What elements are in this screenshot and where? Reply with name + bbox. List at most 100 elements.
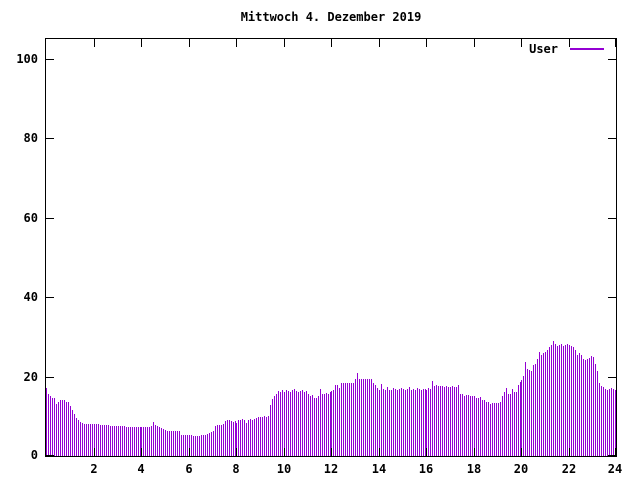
bar — [68, 402, 70, 456]
x-tick-mark — [284, 39, 285, 47]
bar — [299, 391, 301, 456]
bar — [161, 428, 163, 456]
bar — [84, 424, 86, 456]
bar — [404, 390, 406, 456]
bar — [101, 425, 103, 456]
bar — [97, 424, 99, 456]
bar — [497, 403, 499, 456]
bar — [396, 390, 398, 456]
bar — [175, 431, 177, 456]
x-axis-tick-label: 10 — [276, 462, 292, 476]
bar — [82, 423, 84, 456]
x-tick-mark — [474, 448, 475, 456]
bar — [242, 419, 244, 456]
bar — [525, 362, 527, 456]
bar — [521, 380, 523, 456]
bar — [475, 398, 477, 456]
bar — [206, 434, 208, 456]
bar — [46, 388, 48, 456]
bar — [565, 345, 567, 456]
bar — [574, 350, 576, 456]
bar — [578, 353, 580, 456]
bar — [592, 357, 594, 456]
bar — [438, 386, 440, 456]
bar — [214, 426, 216, 456]
bar — [70, 406, 72, 456]
bar — [557, 346, 559, 456]
bar — [313, 398, 315, 456]
bar — [58, 402, 60, 456]
bar — [551, 345, 553, 456]
bar — [436, 385, 438, 456]
bar — [129, 427, 131, 456]
x-tick-mark — [615, 448, 616, 456]
bar — [135, 427, 137, 456]
bar — [590, 356, 592, 456]
bar — [333, 390, 335, 456]
bar — [192, 436, 194, 456]
bar — [428, 388, 430, 456]
bar — [232, 422, 234, 456]
bar — [596, 371, 598, 456]
bar — [305, 391, 307, 456]
bar — [426, 390, 428, 456]
bar — [580, 355, 582, 456]
bar — [531, 371, 533, 456]
bar — [125, 427, 127, 456]
bar — [331, 391, 333, 456]
bar — [86, 424, 88, 456]
bar — [60, 400, 62, 456]
bar — [503, 392, 505, 456]
x-axis-tick-label: 8 — [232, 462, 240, 476]
bar — [187, 435, 188, 456]
x-tick-mark — [569, 39, 570, 47]
bar — [159, 427, 161, 456]
bar — [418, 389, 420, 456]
y-axis-tick-label: 40 — [23, 290, 38, 304]
bar — [422, 389, 424, 456]
bar — [434, 386, 436, 456]
plot-area: User — [45, 38, 617, 457]
bar — [194, 436, 196, 456]
bar — [535, 364, 537, 456]
bar — [507, 394, 509, 456]
bar — [88, 424, 90, 456]
bar — [196, 436, 198, 456]
bar — [464, 396, 466, 456]
bar — [493, 403, 495, 456]
bar — [353, 383, 355, 456]
y-axis-tick-label: 100 — [16, 52, 38, 66]
bar — [183, 435, 185, 456]
x-tick-mark — [569, 448, 570, 456]
x-tick-mark — [189, 448, 190, 456]
bar — [92, 424, 93, 456]
bar — [442, 386, 444, 456]
bar — [95, 424, 97, 456]
bar — [283, 392, 285, 456]
y-axis-tick-label: 60 — [23, 211, 38, 225]
bar — [576, 355, 578, 456]
bar — [131, 427, 133, 456]
bar — [301, 390, 303, 456]
x-axis-tick-label: 2 — [90, 462, 98, 476]
bar — [103, 425, 105, 456]
bar — [519, 382, 521, 456]
x-tick-mark — [615, 39, 616, 47]
bar — [278, 391, 280, 456]
bar — [303, 392, 305, 456]
bar — [337, 385, 339, 456]
y-tick-mark — [608, 377, 616, 378]
bar — [244, 420, 246, 456]
bar — [321, 394, 323, 456]
x-axis-tick-label: 18 — [466, 462, 482, 476]
y-tick-mark — [608, 297, 616, 298]
bar — [210, 432, 212, 456]
bar — [105, 425, 107, 456]
bar — [357, 373, 359, 456]
bar — [80, 422, 82, 456]
bar — [604, 389, 606, 456]
bar — [212, 431, 214, 456]
bar — [572, 347, 574, 456]
bar — [93, 424, 95, 456]
bar — [491, 403, 493, 456]
